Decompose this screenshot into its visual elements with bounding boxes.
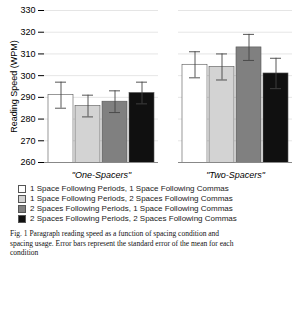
- svg-text:320: 320: [20, 27, 35, 37]
- html-text:1 Space Following Periods, 1 S: 1 Space Following Periods, 1 Space Follo…: [30, 184, 229, 193]
- svg-text:Reading Speed (WPM): Reading Speed (WPM): [9, 40, 19, 133]
- html-text:2 Spaces Following Periods, 1: 2 Spaces Following Periods, 1 Space Foll…: [30, 204, 233, 213]
- html-text:Fig. 1 Paragraph reading speed: Fig. 1 Paragraph reading speed as a func…: [10, 229, 220, 238]
- svg-text:"One-Spacers": "One-Spacers": [72, 170, 132, 180]
- html-text:2 Spaces Following Periods, 2: 2 Spaces Following Periods, 2 Spaces Fol…: [30, 214, 237, 223]
- svg-text:270: 270: [20, 136, 35, 146]
- html-text:condition: condition: [10, 248, 39, 257]
- html-text:1 Space Following Periods, 2 S: 1 Space Following Periods, 2 Spaces Foll…: [30, 194, 233, 203]
- svg-text:330: 330: [20, 5, 35, 15]
- svg-text:280: 280: [20, 114, 35, 124]
- svg-text:310: 310: [20, 49, 35, 59]
- svg-text:260: 260: [20, 157, 35, 167]
- html-text:spacing usage. Error bars repr: spacing usage. Error bars represent the …: [10, 238, 234, 248]
- svg-text:"Two-Spacers": "Two-Spacers": [206, 170, 266, 180]
- svg-text:300: 300: [20, 71, 35, 81]
- svg-text:290: 290: [20, 92, 35, 102]
